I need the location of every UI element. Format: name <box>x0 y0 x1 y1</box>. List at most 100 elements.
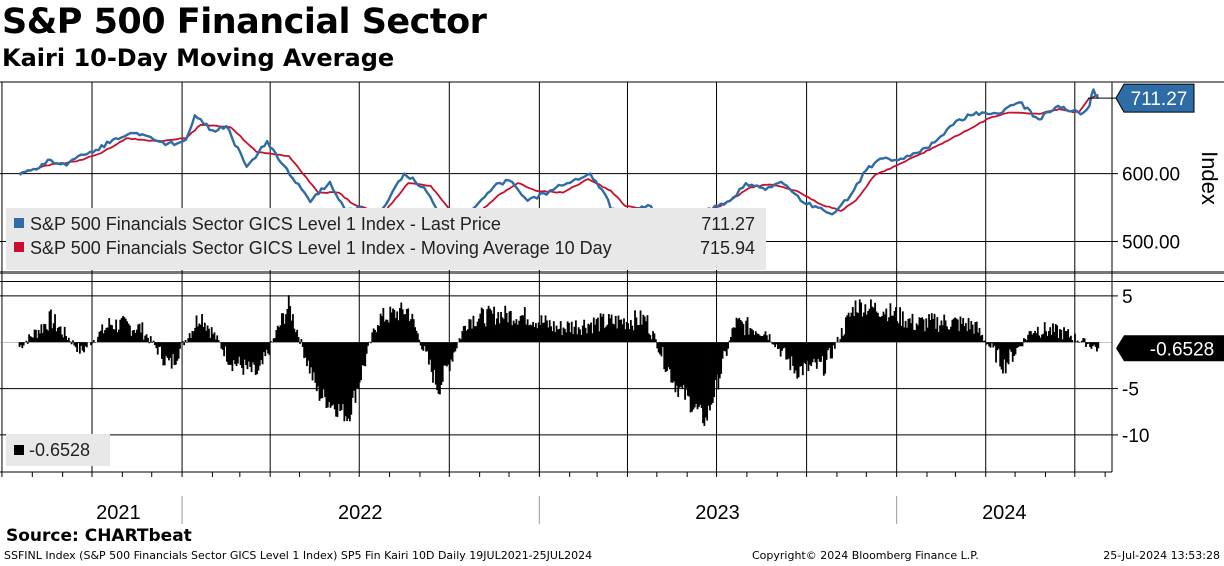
kairi-bar <box>654 339 657 343</box>
kairi-bar <box>1039 337 1042 343</box>
kairi-bar <box>1006 342 1009 363</box>
kairi-bar <box>842 336 845 343</box>
kairi-bar <box>177 342 180 359</box>
panel-divider <box>0 271 1224 274</box>
kairi-bar <box>422 342 425 351</box>
price-legend-box <box>6 208 766 270</box>
kairi-bar <box>155 342 158 349</box>
kairi-bar <box>257 342 260 371</box>
kairi-bar <box>322 342 325 390</box>
kairi-bar <box>926 327 929 343</box>
kairi-bar <box>223 342 226 357</box>
kairi-bar <box>614 315 617 343</box>
kairi-bar <box>677 342 680 397</box>
kairi-bar <box>238 342 241 357</box>
kairi-bar <box>502 318 505 343</box>
kairi-bar <box>691 342 693 412</box>
legend-swatch-kairi <box>14 445 24 455</box>
kairi-bar <box>282 313 285 343</box>
kairi-bar <box>216 335 219 343</box>
kairi-bar <box>684 342 686 400</box>
kairi-bar <box>141 322 144 343</box>
kairi-bar <box>404 313 407 343</box>
kairi-bar <box>67 337 70 343</box>
kairi-bar <box>180 342 183 344</box>
kairi-bar <box>581 325 584 343</box>
kairi-bar <box>393 309 396 343</box>
kairi-bar <box>793 342 796 374</box>
kairi-bar <box>533 326 536 343</box>
kairi-bar <box>109 324 112 343</box>
kairi-bar <box>483 323 486 343</box>
kairi-bar <box>1021 342 1024 347</box>
kairi-bar <box>709 342 711 411</box>
kairi-bar <box>778 342 781 349</box>
legend-value-ma: 715.94 <box>700 238 755 258</box>
kairi-bar <box>478 318 480 343</box>
kairi-bar <box>351 342 354 398</box>
kairi-bar <box>963 325 966 343</box>
kairi-bar <box>775 342 778 345</box>
kairi-bar <box>1082 338 1085 343</box>
kairi-bar <box>493 306 496 343</box>
kairi-bar <box>656 342 659 349</box>
kairi-bar <box>260 342 263 360</box>
kairi-bar <box>278 327 281 343</box>
price-current-label: 711.27 <box>1131 89 1188 110</box>
kairi-bar <box>360 342 362 381</box>
kairi-bar <box>515 319 518 343</box>
kairi-bar <box>133 330 135 343</box>
kairi-bar <box>99 330 102 343</box>
kairi-bar <box>947 329 950 343</box>
kairi-bar <box>392 308 394 343</box>
kairi-bar <box>397 320 400 343</box>
kairi-bar <box>214 339 217 343</box>
kairi-bar <box>337 342 340 405</box>
kairi-bar <box>491 313 494 343</box>
kairi-bar <box>735 317 738 343</box>
kairi-bar <box>190 337 192 343</box>
kairi-bar <box>1042 333 1045 343</box>
kairi-bar <box>566 321 569 343</box>
kairi-bar <box>1091 342 1094 347</box>
kairi-bar <box>1086 342 1089 345</box>
kairi-bar <box>181 341 184 343</box>
kairi-bar <box>423 342 426 347</box>
kairi-bar <box>743 335 746 343</box>
kairi-bar <box>821 342 824 357</box>
kairi-bar <box>534 323 537 343</box>
legend-swatch-price <box>14 218 24 228</box>
kairi-bar <box>210 327 213 343</box>
kairi-bar <box>321 342 324 399</box>
kairi-bar <box>734 327 737 343</box>
kairi-bar <box>473 326 476 343</box>
kairi-bar <box>591 333 594 343</box>
kairi-bar <box>131 330 134 343</box>
kairi-bar <box>910 323 913 343</box>
kairi-bar <box>486 309 489 343</box>
kairi-bar <box>372 328 375 343</box>
kairi-bar <box>639 310 642 343</box>
kairi-bar <box>587 323 590 343</box>
kairi-bar <box>1061 339 1064 343</box>
kairi-bar <box>833 342 836 349</box>
kairi-bar <box>401 309 404 343</box>
kairi-bar <box>1089 342 1091 348</box>
kairi-bar <box>929 319 932 343</box>
kairi-bar <box>326 342 329 408</box>
kairi-bar <box>346 342 348 421</box>
kairi-bar <box>554 331 557 343</box>
kairi-bar <box>843 334 846 343</box>
kairi-bar <box>212 334 214 343</box>
kairi-bar <box>355 342 358 388</box>
kairi-bar <box>799 342 801 367</box>
kairi-bar <box>1014 342 1017 355</box>
legend-swatch-ma <box>14 242 24 252</box>
kairi-bar <box>700 342 703 408</box>
kairi-bar <box>537 322 540 343</box>
kairi-bar <box>1041 334 1043 343</box>
kairi-bar <box>1010 342 1013 352</box>
kairi-bar <box>272 338 275 343</box>
kairi-bar <box>911 313 914 343</box>
